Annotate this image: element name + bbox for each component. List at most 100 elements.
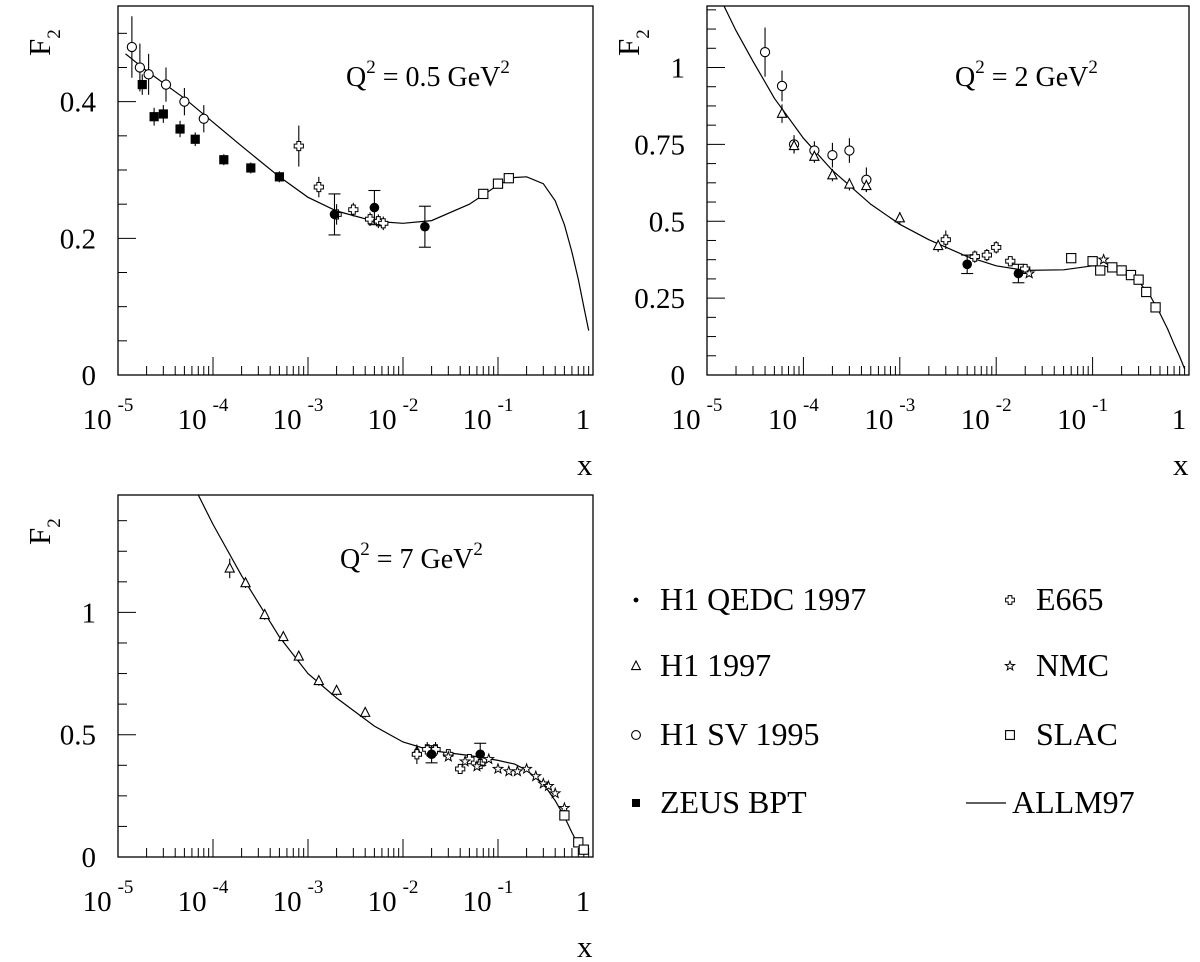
data-point-e665 [940, 230, 951, 249]
data-point-h1_97 [808, 150, 820, 163]
marker-open-cross [1005, 256, 1016, 267]
series-h1sv [759, 27, 872, 193]
data-point-h1_97 [293, 649, 305, 662]
data-point-h1_97 [826, 168, 838, 182]
data-point-e665 [411, 744, 422, 765]
series-slac [559, 810, 589, 855]
data-point-h1_97 [776, 104, 788, 123]
legend-marker-nmc [1003, 659, 1017, 672]
legend-item-zeus: ZEUS BPT [632, 784, 807, 820]
marker-open-square [492, 178, 504, 189]
y-tick-label: 0.5 [60, 720, 96, 752]
data-point-nmc [442, 750, 455, 763]
y-axis-title-main: F [22, 39, 57, 56]
marker-open-triangle [313, 674, 325, 686]
x-tick-exponent: -4 [213, 877, 229, 898]
x-tick-base: 10 [463, 886, 492, 918]
legend-item-nmc: NMC [1003, 647, 1109, 683]
data-point-slac [503, 173, 514, 184]
data-point-slac [578, 844, 589, 855]
data-point-e665 [1005, 256, 1016, 267]
x-axis-title: x [577, 929, 593, 962]
y-tick-label: 0.25 [634, 283, 685, 315]
q2-value: = 2 GeV [985, 62, 1089, 93]
x-axis-title: x [577, 447, 593, 482]
series-e665 [940, 230, 1031, 275]
data-point-h1_97 [932, 239, 944, 252]
data-point-slac [1150, 302, 1161, 313]
marker-open-cross [940, 234, 951, 245]
allm97-curve [125, 53, 590, 331]
y-axis-title: F2 [22, 518, 65, 545]
marker-filled-circle [369, 202, 380, 213]
data-point-slac [478, 188, 489, 200]
x-tick-label: 10 -5 [83, 395, 134, 436]
series-h1_97 [776, 104, 944, 252]
legend: H1 QEDC 1997 E665 H1 1997 NMC H1 SV 1995 SLAC… [630, 581, 1135, 820]
data-point-h1sv [198, 105, 209, 133]
x-tick-exponent: -5 [118, 877, 134, 898]
y-tick-label: 0.2 [60, 223, 96, 255]
marker-filled-square [175, 124, 185, 134]
y-axis-title-main: F [611, 39, 646, 56]
data-point-zeus [158, 105, 168, 123]
data-point-e665 [969, 250, 980, 263]
x-tick-exponent: -3 [899, 395, 915, 416]
data-point-slac [559, 810, 570, 821]
marker-open-circle [827, 149, 838, 161]
marker-open-square [503, 173, 514, 184]
plot-frame [117, 5, 594, 376]
marker-open-square [1066, 253, 1077, 264]
x-tick-base: 10 [463, 404, 492, 436]
marker-open-star [1097, 253, 1110, 265]
x-tick-exponent: -4 [213, 395, 229, 416]
x-tick-label: 10 -3 [864, 395, 915, 436]
data-point-h1sv [776, 70, 788, 102]
marker-filled-square [246, 163, 256, 173]
legend-marker-h1sv [631, 730, 641, 740]
x-tick-base: 1 [1172, 404, 1187, 436]
x-tick-label: 10 -1 [463, 395, 514, 436]
data-point-slac [1095, 265, 1106, 276]
q2-exponent: 2 [360, 539, 370, 560]
q2-annotation: Q2 = 7 GeV2 [340, 539, 483, 575]
x-tick-label: 10 -3 [273, 395, 324, 436]
x-tick-base: 10 [1057, 404, 1086, 436]
data-point-nmc [1023, 266, 1036, 279]
q2-symbol: Q [955, 62, 975, 93]
y-tick-label: 0.5 [649, 206, 685, 238]
data-point-nmc [549, 786, 562, 799]
data-point-h1_97 [894, 211, 906, 225]
series-e665 [293, 125, 389, 231]
y-tick-label: 0.4 [60, 87, 97, 119]
legend-marker-zeus [632, 799, 640, 807]
marker-open-star [558, 801, 571, 814]
data-point-nmc [502, 764, 515, 777]
marker-open-cross [430, 744, 441, 755]
marker-open-circle [198, 113, 209, 124]
marker-filled-square [149, 112, 159, 122]
marker-filled-square [158, 109, 168, 119]
marker-open-cross [991, 242, 1002, 253]
q2-unit-exponent: 2 [1088, 57, 1098, 78]
marker-open-star [529, 769, 542, 782]
marker-open-star [458, 755, 472, 767]
x-tick-label: 1 [576, 886, 591, 918]
marker-open-cross [348, 204, 359, 215]
data-point-h1qedc [328, 193, 341, 236]
marker-open-triangle [359, 706, 371, 717]
data-point-slac [1107, 262, 1118, 273]
x-tick-label: 10 -2 [368, 395, 419, 436]
series-e665 [411, 742, 486, 775]
x-tick-base: 1 [576, 404, 591, 436]
marker-open-circle [844, 145, 855, 156]
marker-open-cross [293, 140, 304, 152]
marker-open-square [573, 837, 584, 848]
marker-open-cross [364, 214, 376, 225]
marker-open-circle [759, 46, 771, 58]
y-axis-title: F2 [22, 29, 65, 56]
legend-label: H1 QEDC 1997 [660, 581, 866, 617]
legend-label: E665 [1036, 581, 1104, 617]
